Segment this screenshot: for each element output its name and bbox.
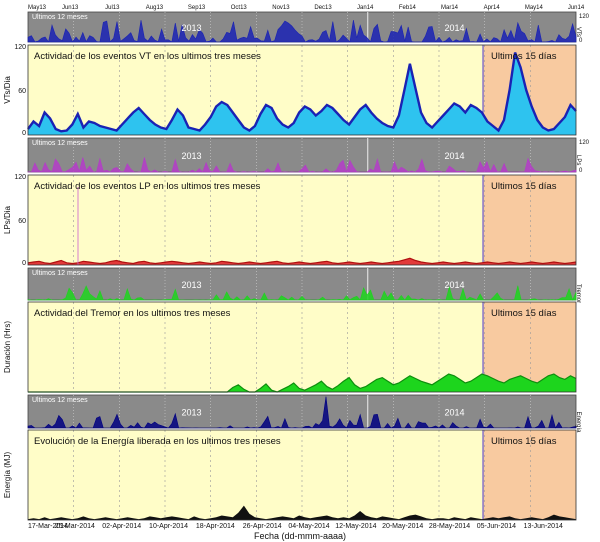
tremor-strip-year-2013: 2013 [181, 280, 201, 290]
energy-main-frame [27, 429, 577, 521]
vt-ytick-label: 60 [18, 88, 26, 95]
month-tick-label: Mar14 [441, 5, 459, 11]
tremor-ylabel: Duración (Hrs) [3, 321, 12, 373]
energy-ylabel: Energía (MJ) [3, 452, 12, 499]
lp-strip-tick-label: 0 [579, 168, 583, 174]
vt-series-line [27, 52, 577, 133]
energy-recent-label: Ultimos 15 días [491, 436, 557, 447]
vt-strip-year-2013: 2013 [181, 23, 201, 33]
tremor-strip-year-2014: 2014 [444, 280, 464, 290]
vt-strip-tick-label: 0 [579, 38, 583, 44]
vt-ylabel: VTs/Dia [3, 76, 12, 104]
lp-strip-year-2014: 2014 [444, 151, 464, 161]
tremor-strip-ylabel: Tremor [575, 284, 581, 303]
lp-recent-band [483, 175, 576, 265]
tremor-recent-band [483, 302, 576, 392]
x-tick-label: 05-Jun-2014 [477, 523, 516, 530]
x-tick-label: 17-Mar-2014 [28, 523, 68, 530]
x-tick-label: 04-May-2014 [288, 523, 329, 530]
energy-strip-series [27, 396, 577, 429]
lp-series-line [27, 257, 577, 265]
energy-strip-year-2013: 2013 [181, 408, 201, 418]
tremor-main-frame [27, 301, 577, 393]
vt-title: Actividad de los eventos VT en los ultim… [34, 51, 261, 62]
lp-title: Actividad de los eventos LP en los ultim… [34, 181, 261, 192]
x-tick-label: 18-Apr-2014 [196, 523, 235, 530]
tremor-title: Actividad del Tremor en los ultimos tres… [34, 308, 231, 319]
x-tick-label: 28-May-2014 [429, 523, 470, 530]
vt-strip-series [27, 19, 577, 43]
x-tick-label: 20-May-2014 [382, 523, 423, 530]
month-tick-label: Jun14 [568, 5, 585, 11]
lp-strip-year-2013: 2013 [181, 151, 201, 161]
month-tick-label: May14 [525, 5, 544, 11]
x-tick-label: 02-Apr-2014 [102, 523, 141, 530]
month-tick-label: Nov13 [272, 5, 290, 11]
energy-recent-band [483, 430, 576, 520]
lp-series-area [28, 258, 576, 265]
month-tick-label: Jul13 [105, 5, 120, 11]
energy-strip-year-2014: 2014 [444, 408, 464, 418]
x-tick-label: 13-Jun-2014 [524, 523, 563, 530]
vt-ytick-label: 120 [14, 44, 26, 51]
vt-strip-year-2014: 2014 [444, 23, 464, 33]
month-tick-label: Feb14 [399, 5, 417, 11]
vt-main-frame [27, 44, 577, 136]
x-tick-label: 25-Mar-2014 [55, 523, 95, 530]
lp-strip-tick-label: 120 [579, 140, 590, 146]
energy-main-background [28, 430, 483, 520]
lp-ytick-label: 60 [18, 218, 26, 225]
month-tick-label: May13 [28, 5, 47, 11]
lp-strip-label: Ultimos 12 meses [32, 140, 88, 147]
tremor-strip-series [27, 285, 577, 301]
energy-strip-ylabel: Energía [575, 412, 581, 434]
energy-title: Evolución de la Energía liberada en los … [34, 436, 281, 447]
month-tick-label: Apr14 [484, 5, 501, 11]
lp-ylabel: LPs/Dia [3, 205, 12, 234]
lp-ytick-label: 120 [14, 174, 26, 181]
lp-recent-label: Ultimos 15 días [491, 181, 557, 192]
x-tick-label: 10-Apr-2014 [149, 523, 188, 530]
month-tick-label: Aug13 [146, 5, 164, 11]
lp-ytick-label: 0 [22, 260, 26, 267]
energy-strip-label: Ultimos 12 meses [32, 397, 88, 404]
vt-strip-label: Ultimos 12 meses [32, 14, 88, 21]
x-tick-label: 12-May-2014 [335, 523, 376, 530]
vt-strip-tick-label: 120 [579, 14, 590, 20]
energy-strip-background [27, 394, 577, 429]
energy-series-area [28, 505, 576, 520]
tremor-strip-label: Ultimos 12 meses [32, 270, 88, 277]
tremor-series-area [28, 374, 576, 392]
lp-main-frame [27, 174, 577, 266]
x-tick-label: 26-Apr-2014 [243, 523, 282, 530]
month-tick-label: Jan14 [357, 5, 374, 11]
month-tick-label: Oct13 [231, 5, 248, 11]
lp-strip-ylabel: LPs [575, 155, 581, 165]
vt-strip-ylabel: VTs [575, 27, 581, 37]
month-tick-label: Sep13 [188, 5, 206, 11]
tremor-recent-label: Ultimos 15 días [491, 308, 557, 319]
x-axis-label: Fecha (dd-mmm-aaaa) [254, 531, 346, 541]
month-tick-label: Dec13 [314, 5, 332, 11]
lp-strip-series [27, 157, 577, 173]
vt-recent-label: Ultimos 15 días [491, 51, 557, 62]
lp-main-background [28, 175, 483, 265]
month-tick-label: Jun13 [62, 5, 79, 11]
vt-ytick-label: 0 [22, 130, 26, 137]
